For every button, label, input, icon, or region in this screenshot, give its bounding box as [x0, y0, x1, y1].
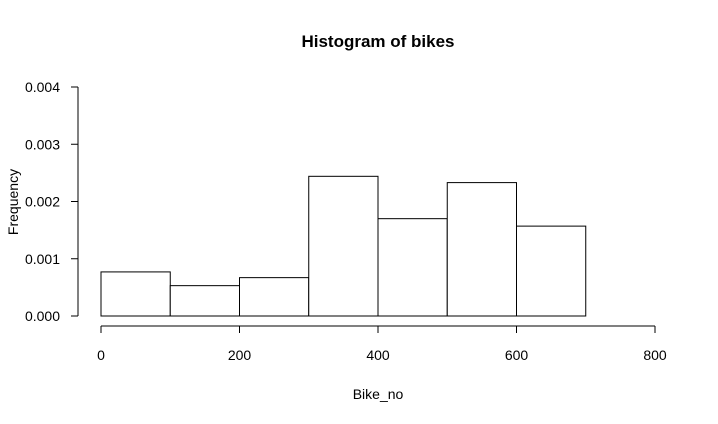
x-axis-label: Bike_no	[353, 386, 404, 402]
bars-group	[100, 175, 587, 317]
histogram-bar-3	[308, 175, 379, 317]
chart-title: Histogram of bikes	[301, 32, 454, 51]
x-tick-label-2: 400	[366, 347, 390, 363]
x-tick-label-4: 800	[643, 347, 667, 363]
y-axis: 0.000 0.001 0.002 0.003 0.004	[25, 79, 79, 324]
y-tick-label-4: 0.004	[25, 79, 60, 95]
histogram-bar-5	[446, 182, 517, 317]
y-tick-label-0: 0.000	[25, 308, 60, 324]
x-tick-label-1: 200	[228, 347, 252, 363]
histogram-bar-6	[516, 225, 587, 317]
x-tick-label-3: 600	[505, 347, 529, 363]
histogram-bar-4	[377, 218, 448, 317]
histogram-bar-0	[100, 271, 171, 317]
y-tick-label-1: 0.001	[25, 251, 60, 267]
histogram-bar-1	[169, 285, 240, 317]
histogram-bar-2	[239, 277, 310, 317]
y-tick-label-3: 0.003	[25, 136, 60, 152]
y-axis-label: Frequency	[5, 169, 21, 235]
x-axis: 0 200 400 600 800	[97, 325, 667, 363]
x-tick-label-0: 0	[97, 347, 105, 363]
y-tick-label-2: 0.002	[25, 194, 60, 210]
